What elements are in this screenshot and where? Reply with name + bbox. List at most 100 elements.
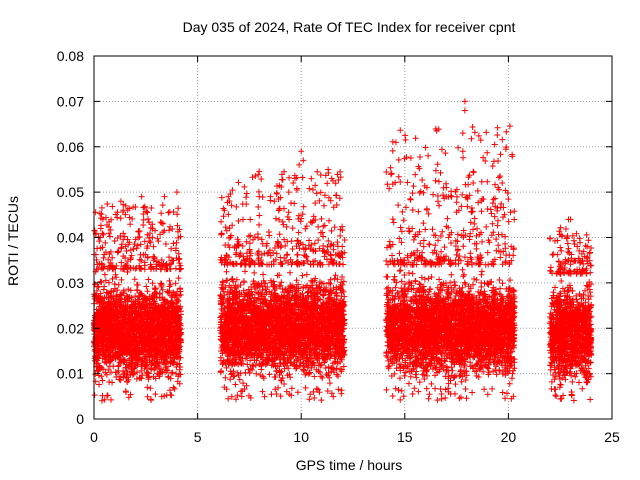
data-point: [148, 205, 155, 212]
data-point: [112, 369, 119, 376]
data-point: [171, 385, 178, 392]
data-point: [147, 385, 154, 392]
data-point: [176, 255, 183, 262]
data-point: [96, 381, 103, 388]
data-point: [127, 247, 134, 254]
data-point: [96, 210, 103, 217]
data-point: [232, 381, 239, 388]
data-point: [148, 366, 155, 373]
data-point: [136, 227, 143, 234]
data-point: [177, 291, 184, 298]
data-point: [177, 337, 184, 344]
data-point: [150, 373, 157, 380]
data-point: [138, 363, 145, 370]
data-point: [131, 364, 138, 371]
data-point: [174, 341, 181, 348]
data-point: [132, 293, 139, 300]
data-point: [252, 362, 259, 369]
data-point: [158, 210, 165, 217]
data-point: [118, 276, 125, 283]
data-point: [134, 242, 141, 249]
data-point: [162, 241, 169, 248]
data-point: [326, 380, 333, 387]
data-point: [161, 227, 168, 234]
data-point: [253, 370, 260, 377]
chart-title: Day 035 of 2024, Rate Of TEC Index for r…: [183, 19, 516, 35]
data-point: [104, 201, 111, 208]
data-point: [109, 275, 116, 282]
data-point: [322, 364, 329, 371]
data-point: [127, 221, 134, 228]
data-point: [128, 310, 135, 317]
data-point: [317, 362, 324, 369]
data-point: [170, 324, 177, 331]
data-point: [117, 215, 124, 222]
data-point: [135, 294, 142, 301]
data-point: [98, 204, 105, 211]
data-point: [115, 281, 122, 288]
data-point: [174, 288, 181, 295]
data-point: [97, 278, 104, 285]
data-point: [133, 287, 140, 294]
data-point: [103, 371, 110, 378]
data-point: [145, 276, 152, 283]
data-point: [120, 287, 127, 294]
data-point: [152, 391, 159, 398]
grid-layer: [94, 56, 612, 419]
data-point: [173, 370, 180, 377]
data-point: [114, 214, 121, 221]
data-point: [107, 233, 114, 240]
data-point: [169, 369, 176, 376]
data-point: [149, 280, 156, 287]
data-point: [158, 220, 165, 227]
data-point: [104, 392, 111, 399]
data-point: [303, 271, 310, 278]
data-point: [222, 374, 229, 381]
data-point: [272, 386, 279, 393]
data-point: [150, 243, 157, 250]
data-point: [109, 379, 116, 386]
data-point: [96, 238, 103, 245]
data-point: [136, 256, 143, 263]
data-point: [117, 377, 124, 384]
data-point: [240, 279, 247, 286]
data-point: [158, 281, 165, 288]
data-point: [105, 279, 112, 286]
data-point: [227, 376, 234, 383]
data-point: [244, 361, 251, 368]
data-point: [219, 278, 226, 285]
data-point: [242, 268, 249, 275]
data-point: [101, 271, 108, 278]
data-point: [311, 373, 318, 380]
data-point: [102, 239, 109, 246]
data-point: [144, 384, 151, 391]
data-point: [101, 283, 108, 290]
data-point: [143, 283, 150, 290]
data-point: [123, 248, 130, 255]
data-point: [135, 228, 142, 235]
data-point: [125, 286, 132, 293]
data-point: [148, 397, 155, 404]
data-point: [236, 376, 243, 383]
data-point: [159, 202, 166, 209]
data-point: [148, 301, 155, 308]
data-point: [126, 362, 133, 369]
data-point: [131, 276, 138, 283]
data-point: [118, 259, 125, 266]
data-point: [97, 222, 104, 229]
data-point: [115, 248, 122, 255]
data-point: [175, 275, 182, 282]
data-point: [144, 209, 151, 216]
data-point: [100, 366, 107, 373]
data-point: [157, 280, 164, 287]
data-point: [133, 375, 140, 382]
data-point: [107, 396, 114, 403]
data-point: [251, 269, 258, 276]
data-point: [115, 362, 122, 369]
data-point: [165, 363, 172, 370]
data-point: [141, 203, 148, 210]
data-point: [169, 294, 176, 301]
data-point: [152, 285, 159, 292]
points-layer: [91, 98, 595, 404]
